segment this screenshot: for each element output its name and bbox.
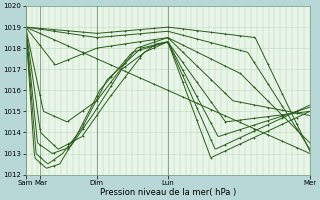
X-axis label: Pression niveau de la mer( hPa ): Pression niveau de la mer( hPa )	[100, 188, 236, 197]
